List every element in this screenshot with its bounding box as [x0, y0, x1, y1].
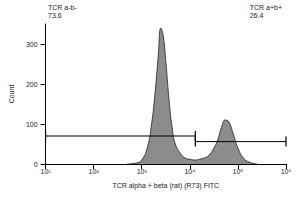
svg-text:Count: Count — [8, 85, 15, 104]
svg-text:10⁶: 10⁶ — [281, 168, 292, 175]
svg-text:10²: 10² — [89, 168, 100, 175]
svg-text:10⁵: 10⁵ — [233, 168, 244, 175]
svg-text:0: 0 — [34, 161, 38, 168]
svg-text:300: 300 — [26, 41, 38, 48]
svg-text:200: 200 — [26, 81, 38, 88]
svg-text:TCR a+b+: TCR a+b+ — [250, 4, 282, 11]
svg-text:10⁴: 10⁴ — [184, 168, 195, 175]
svg-text:10¹: 10¹ — [41, 168, 52, 175]
svg-text:100: 100 — [26, 121, 38, 128]
svg-text:26.4: 26.4 — [250, 12, 264, 19]
svg-text:TCR a-b-: TCR a-b- — [48, 4, 77, 11]
svg-text:TCR alpha + beta (rat) (R73) F: TCR alpha + beta (rat) (R73) FITC — [112, 182, 219, 190]
svg-text:73.6: 73.6 — [48, 12, 62, 19]
svg-text:10³: 10³ — [137, 168, 148, 175]
